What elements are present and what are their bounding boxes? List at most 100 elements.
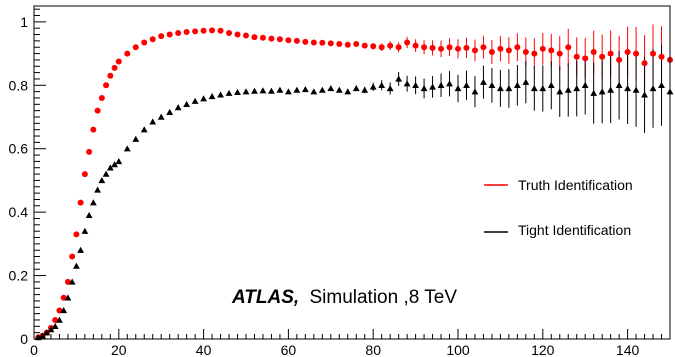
legend-label-truth: Truth Identification [518,177,633,193]
data-point-truth [69,253,76,260]
data-point-truth [217,27,224,34]
data-point-tight [47,326,55,333]
data-point-truth [293,37,300,44]
x-tick-label: 40 [196,342,212,357]
legend: Truth Identification Tight Identificatio… [484,177,633,238]
data-point-tight [85,211,93,219]
data-point-tight [200,95,207,102]
data-point-truth [633,50,640,57]
data-point-tight [327,85,335,92]
x-tick-label: 80 [365,342,381,357]
atlas-label: ATLAS, [231,287,299,308]
data-point-truth [438,45,445,52]
data-point-tight [81,227,89,234]
data-point-truth [404,39,411,46]
data-point-truth [522,48,529,55]
data-point-truth [132,44,139,51]
data-point-tight [51,322,59,330]
data-point-truth [497,45,504,52]
data-point-truth [200,27,207,34]
data-point-truth [370,43,377,50]
y-tick-label: 0.6 [9,141,29,157]
data-point-tight [590,89,598,96]
data-point-truth [115,58,122,65]
simulation-label: Simulation ,8 TeV [309,287,457,308]
data-point-truth [124,50,131,57]
data-point-truth [276,36,283,43]
data-point-truth [268,35,275,42]
data-point-truth [285,37,292,44]
data-point-truth [455,45,461,52]
data-point-tight [624,85,631,92]
data-point-truth [387,42,394,49]
data-point-truth [421,44,428,51]
data-point-truth [166,31,173,38]
data-point-tight [649,85,657,92]
data-point-tight [217,91,224,98]
data-point-truth [52,316,59,323]
data-point-truth [226,29,233,36]
data-point-tight [89,199,97,206]
data-point-truth [650,50,657,57]
data-point-tight [166,108,174,115]
data-point-tight [60,307,68,314]
x-tick-label: 60 [281,342,297,357]
x-tick-label: 20 [111,342,127,357]
data-point-truth [446,44,453,51]
data-point-truth [86,148,93,155]
data-point-truth [378,44,385,51]
data-point-truth [336,41,343,48]
data-point-truth [192,28,199,35]
data-point-truth [590,48,597,55]
data-point-tight [157,113,165,120]
data-point-tight [68,278,76,285]
data-point-truth [234,31,241,38]
data-point-tight [123,145,131,152]
data-point-tight [420,85,428,92]
data-point-tight [556,88,564,95]
data-point-tight [446,80,453,87]
data-point-truth [514,44,521,51]
data-point-tight [285,88,292,95]
data-point-truth [209,27,216,34]
data-point-tight [564,86,572,93]
data-point-truth [251,34,258,41]
error-bars-group [347,24,671,134]
data-point-tight [547,81,555,89]
x-tick-label: 140 [616,342,640,357]
data-point-truth [103,82,110,89]
data-point-tight [56,316,63,323]
data-point-truth [98,94,105,101]
data-point-truth [158,33,165,40]
data-point-truth [582,55,589,62]
y-tick-label: 0.4 [9,204,29,220]
x-tick-label: 120 [531,342,555,357]
data-point-tight [208,92,216,100]
data-point-tight [429,83,436,90]
data-point-tight [191,97,199,104]
data-point-truth [73,231,80,238]
data-point-tight [352,85,360,92]
data-point-truth [344,41,351,48]
tick-labels-group: 0 20 40 60 80 100 120 140 0 0.2 0.4 0.6 0.8 1 [9,14,640,357]
data-point-tight [505,85,513,92]
data-point-truth [641,60,648,67]
data-point-truth [565,44,572,51]
data-point-truth [480,44,487,51]
atlas-annotation: ATLAS, Simulation ,8 TeV [231,287,457,308]
data-point-tight [480,78,487,85]
data-point-tight [174,104,182,111]
data-point-tight [242,88,250,95]
data-point-tight [615,81,623,89]
data-point-tight [149,118,157,125]
data-point-truth [60,294,67,301]
data-point-tight [43,329,51,336]
data-point-tight [301,86,309,93]
data-point-tight [106,164,114,171]
data-point-tight [573,85,581,92]
data-point-truth [94,107,101,114]
data-point-tight [259,87,267,94]
data-point-tight [454,85,462,92]
